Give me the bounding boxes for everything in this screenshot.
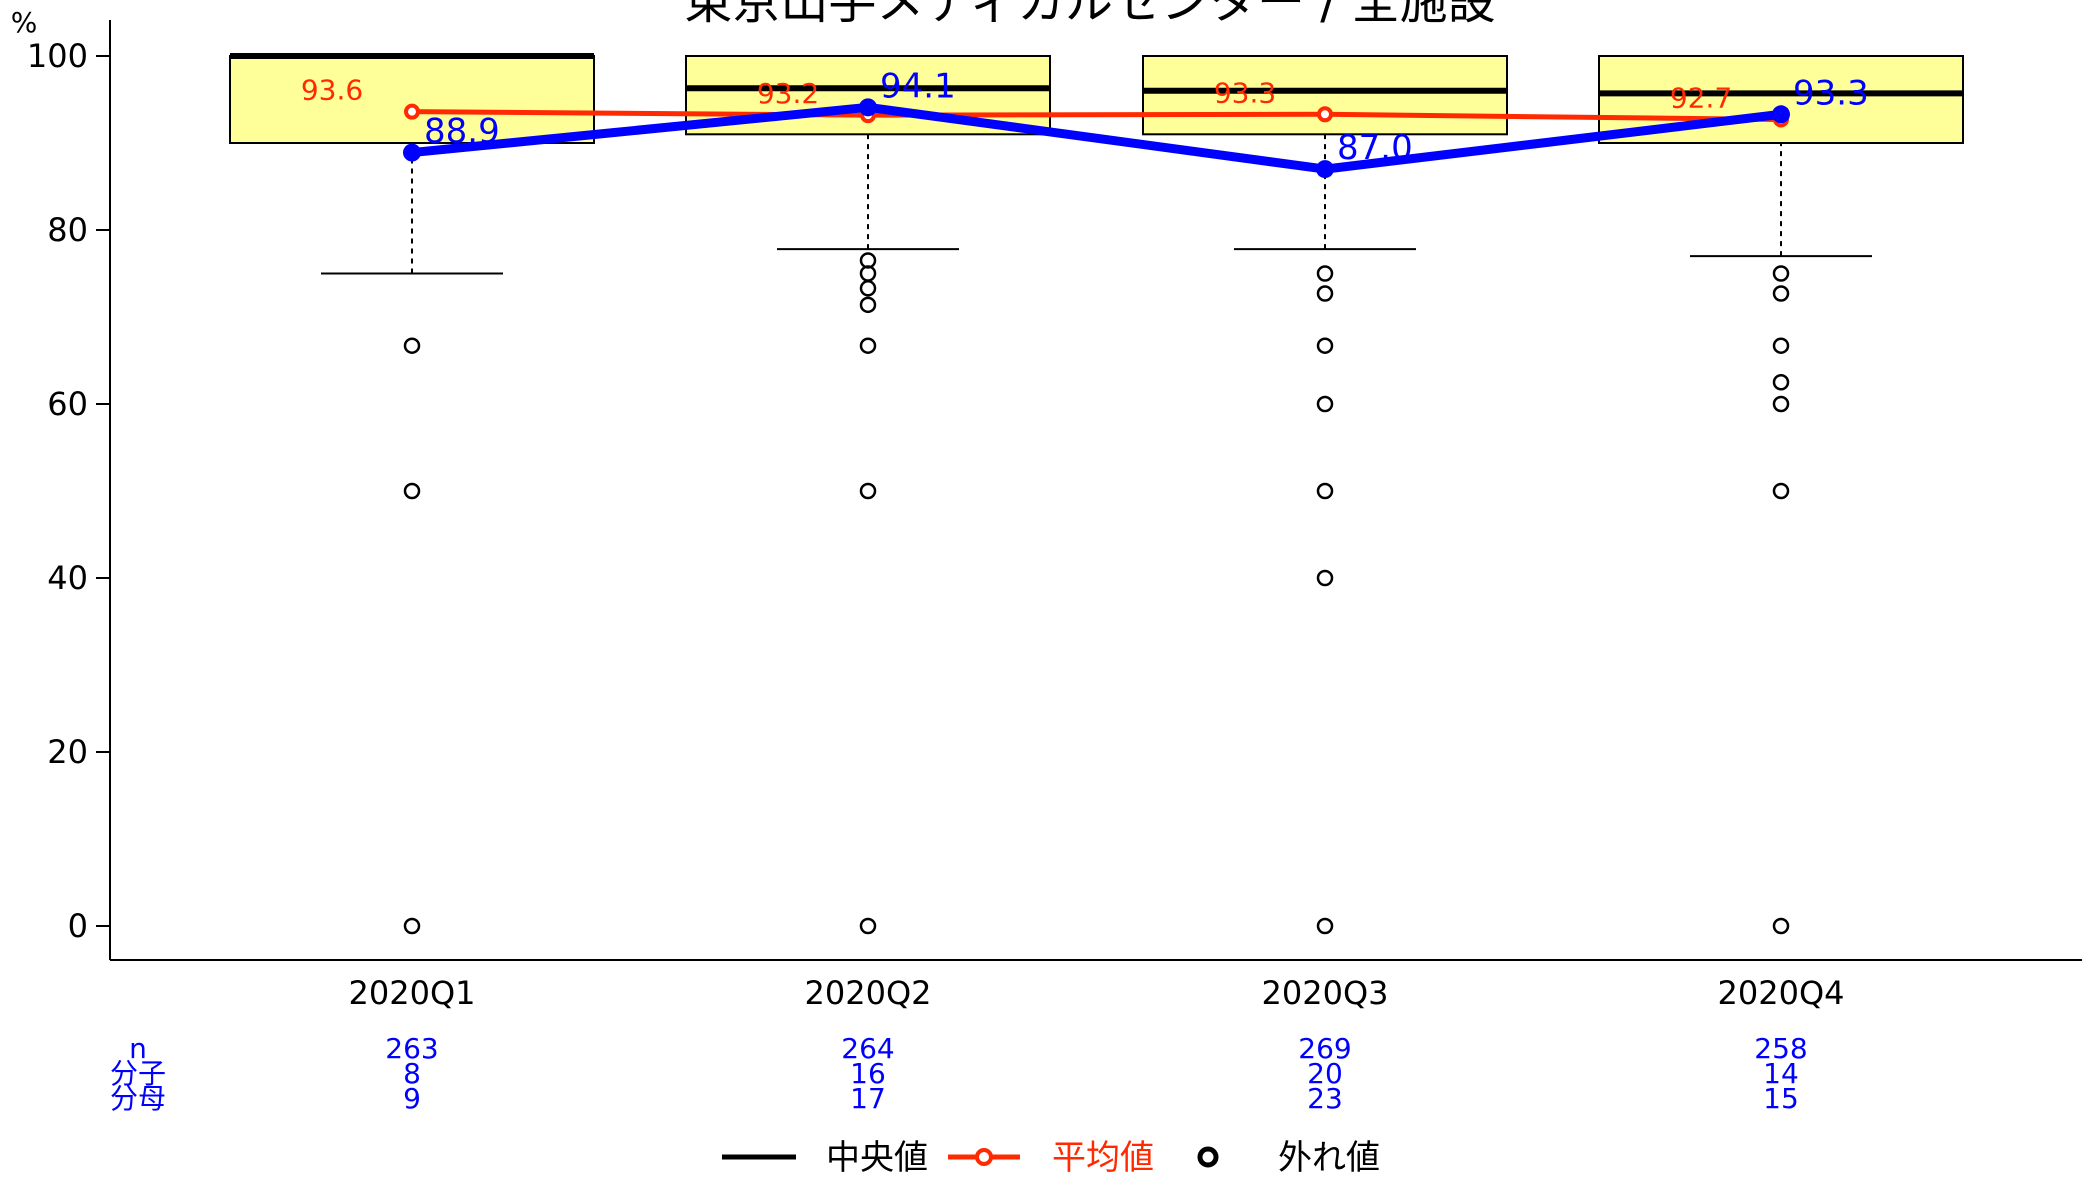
table-row-label: n — [129, 1032, 147, 1065]
table-cell: 264 — [841, 1032, 894, 1065]
y-tick-label: 60 — [47, 385, 88, 423]
table-cell: 258 — [1754, 1032, 1807, 1065]
mean-point — [1317, 106, 1333, 123]
outlier-point — [859, 337, 877, 354]
y-tick-label: 0 — [68, 907, 88, 945]
outlier-point — [859, 296, 877, 314]
y-tick-label: 100 — [27, 37, 88, 75]
table-cell: 269 — [1298, 1032, 1351, 1065]
y-tick-label: 80 — [47, 211, 88, 249]
y-tick-label: 40 — [47, 559, 88, 597]
outlier-point — [403, 917, 421, 935]
outlier-point — [1772, 265, 1790, 282]
legend-outlier-label: 外れ値 — [1278, 1138, 1380, 1178]
legend-mean-marker — [975, 1148, 993, 1166]
x-tick-label: 2020Q4 — [1718, 974, 1845, 1012]
hospital-line — [411, 102, 1782, 174]
y-axis-label: % — [11, 6, 38, 39]
mean-label: 93.6 — [301, 74, 363, 107]
hospital-label: 93.3 — [1793, 73, 1869, 113]
outlier-point — [1772, 482, 1790, 500]
table-row-label: 分母 — [110, 1082, 166, 1115]
hospital-label: 94.1 — [880, 66, 956, 106]
outlier-point — [859, 280, 877, 297]
legend-median-label: 中央値 — [826, 1138, 928, 1178]
axes-layer: 0 20 40 60 80 100 2020Q1 2020Q2 2020Q3 2020Q4 — [27, 20, 2082, 1012]
hospital-point — [403, 143, 421, 162]
box — [229, 55, 595, 144]
outlier-point — [859, 917, 877, 935]
lines-layer: 93.6 93.2 93.3 92.7 88.9 94.1 87.0 93.3 — [301, 66, 1869, 179]
box — [1142, 55, 1508, 136]
x-tick-label: 2020Q3 — [1262, 974, 1389, 1012]
table-cell: 15 — [1763, 1082, 1799, 1115]
hospital-label: 87.0 — [1337, 128, 1413, 168]
counts-table: n 263 264 269 258 分子 8 16 20 14 分母 9 17 23 15 — [110, 1032, 1808, 1115]
hospital-point — [1316, 160, 1334, 179]
table-cell: 8 — [403, 1057, 421, 1090]
outlier-point — [1316, 395, 1334, 413]
legend-mean-label: 平均値 — [1052, 1138, 1154, 1178]
boxes-layer — [229, 53, 1964, 935]
outlier-point — [403, 482, 421, 500]
outlier-point — [1316, 917, 1334, 935]
table-cell: 23 — [1307, 1082, 1343, 1115]
table-cell: 17 — [850, 1082, 886, 1115]
table-cell: 14 — [1763, 1057, 1799, 1090]
x-tick-label: 2020Q2 — [805, 974, 932, 1012]
outlier-point — [403, 337, 421, 354]
legend-outlier-marker — [1197, 1146, 1219, 1168]
x-tick-label: 2020Q1 — [349, 974, 476, 1012]
outlier-point — [859, 482, 877, 500]
table-cell: 16 — [850, 1057, 886, 1090]
mean-point — [404, 103, 420, 120]
table-row-label: 分子 — [110, 1057, 166, 1090]
outlier-point — [1772, 285, 1790, 302]
outlier-point — [1316, 569, 1334, 587]
chart-title: 東京山手メディカルセンター / 全施設 — [684, 0, 1495, 30]
y-tick-label: 20 — [47, 733, 88, 771]
outlier-point — [1316, 337, 1334, 354]
outlier-point — [1772, 395, 1790, 413]
mean-label: 93.2 — [757, 77, 819, 110]
hospital-point — [859, 98, 877, 117]
hospital-point — [1772, 105, 1790, 124]
outlier-point — [1316, 482, 1334, 500]
mean-line — [411, 109, 1782, 123]
outlier-point — [1316, 285, 1334, 302]
outlier-point — [1772, 337, 1790, 354]
outlier-point — [1772, 917, 1790, 935]
mean-label: 92.7 — [1670, 82, 1732, 115]
hospital-label: 88.9 — [424, 112, 500, 152]
outlier-point — [1772, 374, 1790, 391]
table-cell: 263 — [385, 1032, 438, 1065]
mean-label: 93.3 — [1214, 76, 1276, 109]
table-cell: 20 — [1307, 1057, 1343, 1090]
legend: 中央値 平均値 外れ値 — [722, 1138, 1380, 1178]
outlier-point — [1316, 265, 1334, 282]
table-cell: 9 — [403, 1082, 421, 1115]
